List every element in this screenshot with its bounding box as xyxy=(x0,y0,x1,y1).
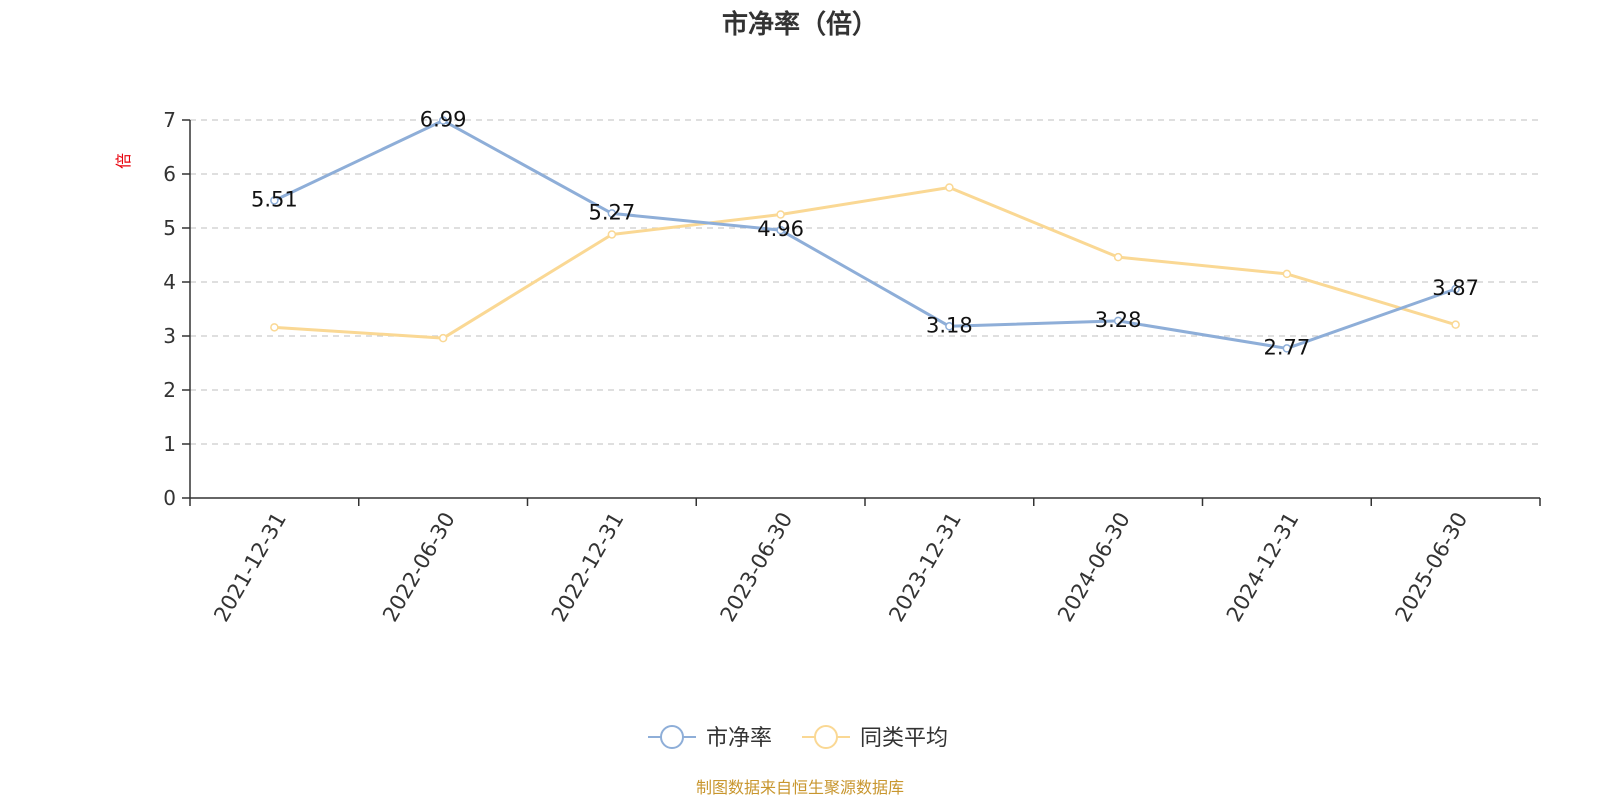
x-tick-label: 2024-06-30 xyxy=(1053,508,1135,626)
x-tick-label: 2022-12-31 xyxy=(547,508,629,626)
legend-label: 市净率 xyxy=(706,726,772,751)
y-tick-label: 3 xyxy=(163,324,176,348)
x-tick-label: 2022-06-30 xyxy=(378,508,460,626)
x-tick-label: 2023-06-30 xyxy=(716,508,798,626)
legend-marker xyxy=(814,725,838,749)
data-labels: 5.51 6.99 5.27 4.96 3.18 3.28 2.77 3.87 xyxy=(251,108,1479,360)
grid-lines xyxy=(190,119,1540,445)
data-point xyxy=(776,210,785,219)
data-point xyxy=(438,116,448,125)
data-point xyxy=(1451,284,1460,294)
data-point xyxy=(1451,320,1460,329)
data-label: 6.99 xyxy=(420,108,467,132)
legend-item-1[interactable]: 同类平均 xyxy=(802,725,948,751)
series-line-1 xyxy=(274,186,1457,340)
y-tick-label: 6 xyxy=(163,162,176,186)
y-tick-label: 4 xyxy=(163,270,176,294)
data-label: 5.27 xyxy=(588,200,635,224)
data-point xyxy=(270,323,279,332)
data-point xyxy=(776,225,785,235)
data-label: 3.87 xyxy=(1432,276,1479,300)
data-point xyxy=(1113,316,1123,326)
data-label: 4.96 xyxy=(757,217,804,241)
legend-item-0[interactable]: 市净率 xyxy=(648,725,772,751)
data-point xyxy=(438,333,448,343)
source-note: 制图数据来自恒生聚源数据库 xyxy=(696,778,904,797)
y-tick-labels: 0 1 2 3 4 5 6 7 xyxy=(163,108,176,510)
data-point xyxy=(270,196,279,205)
y-tick-label: 0 xyxy=(163,486,176,510)
x-tick-label: 2021-12-31 xyxy=(209,508,291,626)
data-point xyxy=(607,230,617,239)
series-line-0 xyxy=(273,119,1457,350)
y-tick-label: 5 xyxy=(163,216,176,240)
x-tick-labels: 2021-12-31 2022-06-30 2022-12-31 2023-06-30… xyxy=(209,508,1472,626)
data-point xyxy=(1282,344,1292,353)
x-tick-label: 2025-06-30 xyxy=(1391,508,1473,626)
data-point xyxy=(1282,269,1292,279)
series-lines xyxy=(270,116,1460,353)
legend-marker xyxy=(660,725,684,749)
legend[interactable]: 市净率 同类平均 xyxy=(648,725,948,751)
data-point xyxy=(945,322,954,331)
axes xyxy=(182,119,1541,506)
x-tick-label: 2023-12-31 xyxy=(884,508,966,626)
y-tick-label: 1 xyxy=(163,432,176,456)
data-point xyxy=(945,183,954,192)
data-point xyxy=(607,209,617,218)
y-tick-label: 2 xyxy=(163,378,176,402)
y-tick-label: 7 xyxy=(163,108,176,132)
data-point xyxy=(1113,252,1123,262)
y-axis-label: 倍 xyxy=(114,153,133,169)
chart-title: 市净率（倍） xyxy=(722,9,878,40)
x-tick-label: 2024-12-31 xyxy=(1222,508,1304,626)
legend-label: 同类平均 xyxy=(860,726,948,751)
data-label: 2.77 xyxy=(1263,335,1310,359)
data-label: 5.51 xyxy=(251,187,298,211)
data-label: 3.18 xyxy=(926,313,973,337)
data-label: 3.28 xyxy=(1095,308,1142,332)
